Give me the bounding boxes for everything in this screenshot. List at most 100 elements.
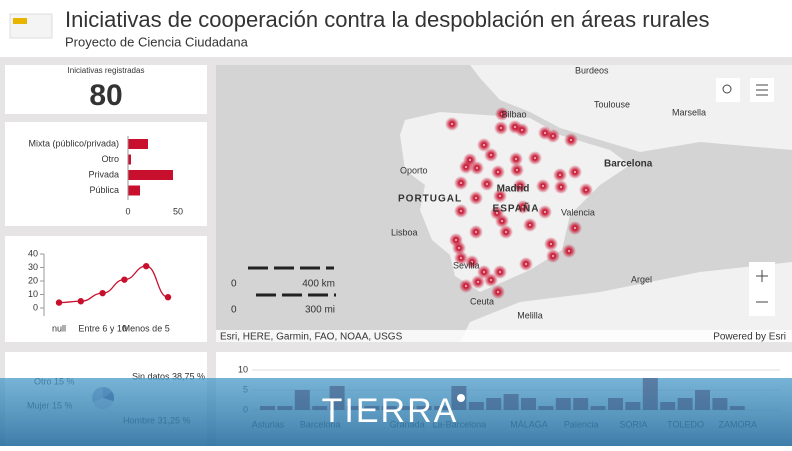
map-point bbox=[469, 225, 483, 239]
map-point bbox=[564, 133, 578, 147]
point bbox=[143, 262, 150, 270]
map-label: PORTUGAL bbox=[398, 194, 462, 205]
map-label: Burdeos bbox=[575, 65, 609, 75]
point bbox=[99, 289, 106, 297]
y-tick-label: 30 bbox=[28, 262, 38, 272]
point bbox=[77, 298, 85, 305]
header bbox=[0, 0, 792, 57]
map-point bbox=[568, 165, 582, 179]
map-point bbox=[484, 273, 498, 287]
point bbox=[121, 276, 128, 283]
map-label: ESPAÑA bbox=[493, 202, 540, 215]
indicator-label: Iniciativas registradas bbox=[68, 66, 145, 75]
map-point bbox=[454, 204, 468, 218]
indicator-value: 80 bbox=[89, 79, 122, 112]
map-point bbox=[445, 117, 459, 131]
y-tick-label: 20 bbox=[28, 275, 38, 285]
map-label: Ceuta bbox=[470, 296, 494, 306]
map-point bbox=[459, 279, 473, 293]
x-tick-label: 0 bbox=[125, 206, 130, 216]
map-label: Toulouse bbox=[594, 99, 630, 109]
map-point bbox=[471, 275, 485, 289]
map-point bbox=[477, 138, 491, 152]
map[interactable]: Burdeos Toulouse Bilbao Marsella Oporto Barce… bbox=[216, 65, 792, 343]
search-icon bbox=[722, 84, 732, 94]
point bbox=[164, 294, 172, 301]
category-label: Privada bbox=[88, 169, 119, 179]
map-point bbox=[579, 183, 593, 197]
attribution-bar bbox=[216, 330, 792, 342]
map-label: Marsella bbox=[672, 107, 706, 117]
map-point bbox=[568, 221, 582, 235]
map-point bbox=[495, 107, 509, 121]
scale-label: 0 bbox=[231, 305, 237, 316]
map-point bbox=[546, 129, 560, 143]
map-point bbox=[465, 255, 479, 269]
map-point bbox=[493, 189, 507, 203]
panel bbox=[5, 122, 207, 226]
land bbox=[460, 262, 792, 342]
zoom-icons bbox=[756, 270, 768, 303]
map-label: Melilla bbox=[517, 310, 543, 320]
map-point bbox=[491, 165, 505, 179]
map-point bbox=[516, 200, 530, 214]
map-point bbox=[470, 161, 484, 175]
scale-label: 0 bbox=[231, 279, 237, 290]
attribution: Esri, HERE, Garmin, FAO, NOAA, USGS bbox=[220, 332, 403, 343]
subtitle: Proyecto de Ciencia Ciudadana bbox=[65, 34, 249, 49]
overlay-band bbox=[0, 378, 792, 446]
map-point bbox=[554, 180, 568, 194]
scale-label: 300 mi bbox=[305, 305, 335, 316]
category-label: Otro bbox=[101, 154, 119, 164]
category-label: Mixta (público/privada) bbox=[28, 138, 119, 148]
map-label: Oporto bbox=[400, 165, 428, 175]
map-point bbox=[510, 163, 524, 177]
panel bbox=[5, 236, 207, 342]
point bbox=[55, 299, 63, 306]
map-point bbox=[538, 205, 552, 219]
map-point bbox=[546, 249, 560, 263]
map-point bbox=[544, 237, 558, 251]
map-point bbox=[515, 123, 529, 137]
map-point bbox=[459, 160, 473, 174]
map-point bbox=[495, 214, 509, 228]
map-label: Lisboa bbox=[391, 227, 418, 237]
map-point bbox=[528, 151, 542, 165]
map-label: Sevilla bbox=[453, 260, 480, 270]
logo-mark bbox=[13, 18, 27, 24]
slice-label: Sin datos 38,75 % bbox=[132, 371, 205, 381]
map-point bbox=[454, 251, 468, 265]
title: Iniciativas de cooperación contra la des… bbox=[65, 7, 710, 32]
bar bbox=[128, 170, 173, 180]
map-label: Barcelona bbox=[604, 159, 653, 170]
map-point bbox=[519, 257, 533, 271]
map-label: Valencia bbox=[561, 207, 595, 217]
bar bbox=[128, 154, 131, 165]
watermark: TIERRA bbox=[322, 392, 459, 430]
map-point bbox=[454, 176, 468, 190]
x-tick-label: Menos de 5 bbox=[123, 323, 170, 333]
map-point bbox=[562, 244, 576, 258]
legend-icon bbox=[756, 84, 768, 96]
attribution: Powered by Esri bbox=[713, 332, 786, 343]
map-point bbox=[499, 225, 513, 239]
x-tick-label: 50 bbox=[173, 206, 183, 216]
logo bbox=[9, 13, 53, 39]
scale-label: 400 km bbox=[302, 279, 335, 290]
category-label: Pública bbox=[89, 185, 119, 195]
map-point bbox=[469, 191, 483, 205]
search-button[interactable] bbox=[716, 78, 740, 102]
map-point bbox=[513, 179, 527, 193]
y-tick-label: 0 bbox=[33, 302, 38, 312]
map-label: Bilbao bbox=[501, 109, 526, 119]
map-label: Madrid bbox=[497, 184, 530, 195]
map-point bbox=[553, 168, 567, 182]
map-point bbox=[509, 152, 523, 166]
bar bbox=[128, 139, 148, 149]
map-point bbox=[523, 218, 537, 232]
y-tick-label: 40 bbox=[28, 248, 38, 258]
bar bbox=[128, 185, 140, 196]
map-point bbox=[484, 148, 498, 162]
y-tick-label: 10 bbox=[238, 364, 248, 374]
